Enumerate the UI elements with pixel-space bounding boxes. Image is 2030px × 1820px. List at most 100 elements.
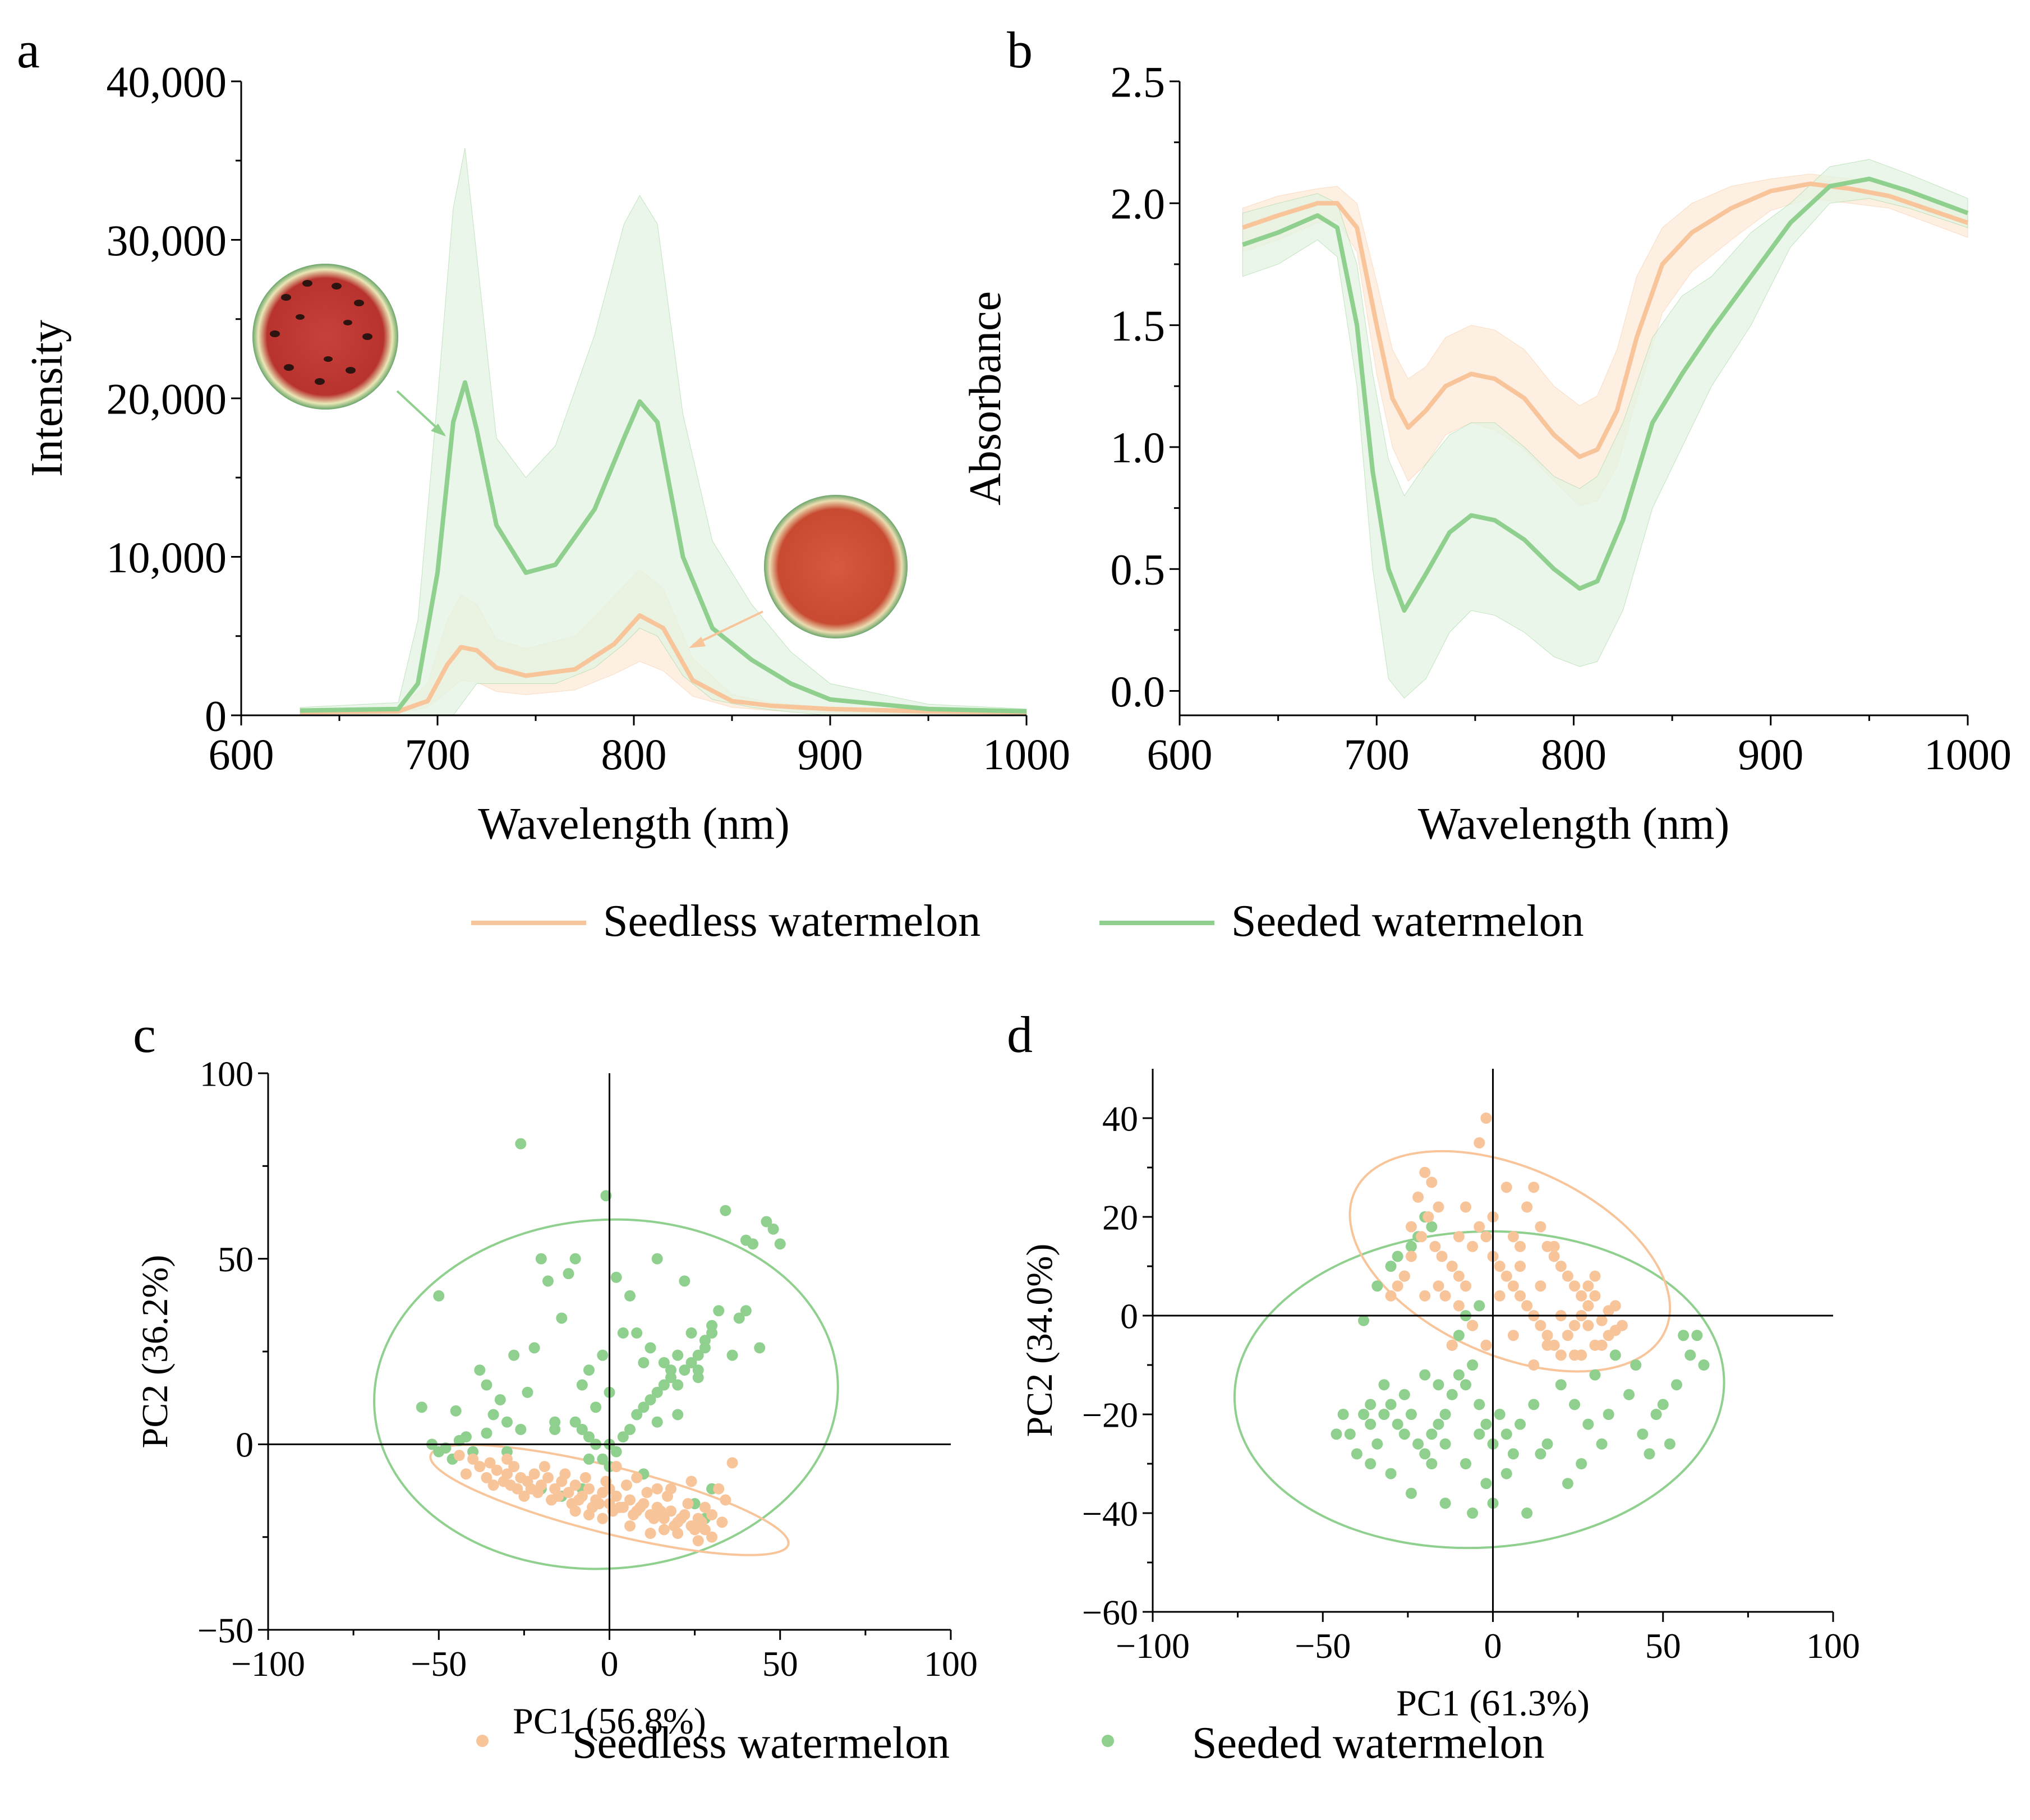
y-tick-label: 0 <box>1120 1296 1138 1336</box>
x-axis-title: Wavelength (nm) <box>478 799 790 849</box>
data-point-seedless <box>1515 1261 1526 1272</box>
data-point-seedless <box>1562 1270 1573 1282</box>
error-band-seeded <box>1242 159 1968 699</box>
data-point-seeded <box>1398 1389 1410 1400</box>
data-point-seeded <box>726 1349 738 1361</box>
data-point-seeded <box>522 1386 533 1398</box>
data-point-seeded <box>1623 1389 1635 1400</box>
data-point-seeded <box>645 1394 656 1405</box>
data-point-seedless <box>1515 1240 1526 1252</box>
data-point-seeded <box>1467 1508 1479 1519</box>
data-point-seeded <box>1385 1261 1397 1272</box>
data-point-seedless <box>655 1505 666 1517</box>
data-point-seedless <box>1494 1290 1506 1302</box>
x-tick-label: −50 <box>411 1644 467 1684</box>
data-point-seedless <box>1412 1191 1424 1203</box>
data-point-seeded <box>1535 1448 1546 1460</box>
data-point-seeded <box>1691 1330 1703 1341</box>
data-point-seedless <box>1535 1280 1546 1292</box>
data-point-seedless <box>1446 1261 1458 1272</box>
data-point-seeded <box>1439 1497 1451 1509</box>
x-axis-title: Wavelength (nm) <box>1418 799 1730 849</box>
data-point-seedless <box>675 1513 687 1524</box>
data-point-seeded <box>1541 1438 1553 1450</box>
data-point-seeded <box>1426 1458 1438 1469</box>
data-point-seedless <box>692 1535 704 1547</box>
y-tick-label: −60 <box>1082 1592 1138 1632</box>
y-axis-title: PC2 (34.0%) <box>1019 1244 1060 1437</box>
y-tick-label: 0 <box>236 1425 254 1465</box>
data-point-seedless <box>1507 1330 1519 1341</box>
data-point-seeded <box>433 1290 445 1302</box>
data-point-seeded <box>651 1386 663 1398</box>
b-axes: 600 700 800 900 1000 0.0 0.5 1.0 1.5 2.0 2.5 Wavele… <box>961 57 2011 849</box>
data-point-seedless <box>583 1509 595 1520</box>
x-tick-label: 0 <box>601 1644 619 1684</box>
data-point-seedless <box>1555 1349 1567 1361</box>
data-point-seedless <box>685 1476 697 1487</box>
data-point-seeded <box>672 1349 684 1361</box>
data-point-seedless <box>1507 1280 1519 1292</box>
data-point-seedless <box>1405 1251 1417 1262</box>
data-point-seedless <box>1500 1182 1512 1193</box>
data-point-seedless <box>641 1487 653 1499</box>
data-point-seeded <box>624 1290 636 1302</box>
a-sample-photos <box>252 264 908 648</box>
x-tick-label: 600 <box>209 730 274 779</box>
data-point-seedless <box>573 1494 584 1506</box>
data-point-seeded <box>767 1223 779 1235</box>
data-point-seeded <box>1426 1428 1438 1440</box>
data-point-seedless <box>658 1524 670 1536</box>
panel-a-spectrum-intensity: 600 700 800 900 1000 0 10,000 20,000 30,000 40,00… <box>22 57 1070 849</box>
x-axis-title: PC1 (61.3%) <box>1396 1683 1590 1724</box>
data-point-seeded <box>699 1335 711 1346</box>
y-axis-title: Absorbance <box>961 291 1010 505</box>
data-point-seeded <box>583 1364 595 1376</box>
data-point-seedless <box>1433 1201 1444 1213</box>
data-point-seedless <box>501 1453 513 1465</box>
y-tick-label: 20,000 <box>107 374 227 423</box>
data-point-seeded <box>1480 1478 1492 1490</box>
data-point-seeded <box>481 1379 492 1391</box>
data-point-seeded <box>1405 1409 1417 1420</box>
data-point-seedless <box>624 1494 636 1506</box>
seedless-arrowhead-icon <box>689 637 706 648</box>
data-point-seedless <box>1398 1270 1410 1282</box>
data-point-seeded <box>720 1205 731 1216</box>
data-point-seedless <box>525 1483 537 1495</box>
data-point-seeded <box>692 1372 704 1384</box>
data-point-seedless <box>1480 1113 1492 1124</box>
data-point-seedless <box>1541 1330 1553 1341</box>
data-point-seeded <box>1378 1379 1390 1391</box>
data-point-seedless <box>1460 1201 1471 1213</box>
data-point-seeded <box>1460 1458 1471 1469</box>
data-point-seedless <box>620 1479 632 1491</box>
y-tick-label: 20 <box>1102 1197 1138 1237</box>
data-point-seeded <box>631 1327 643 1339</box>
mean-line-seedless <box>1242 181 1969 459</box>
data-point-seeded <box>740 1305 752 1317</box>
data-point-seeded <box>645 1342 656 1354</box>
data-point-seeded <box>535 1253 547 1265</box>
data-point-seedless <box>505 1479 517 1491</box>
data-point-seedless <box>1474 1137 1485 1148</box>
data-point-seeded <box>1609 1349 1621 1361</box>
seeded-watermelon-photo <box>252 264 398 410</box>
panel-label-b: b <box>1007 21 1033 79</box>
data-point-seedless <box>1576 1290 1587 1302</box>
data-point-seeded <box>1521 1508 1533 1519</box>
data-point-seeded <box>590 1401 602 1413</box>
data-point-seeded <box>1412 1438 1424 1450</box>
data-point-seeded <box>685 1327 697 1339</box>
data-point-seedless <box>453 1450 465 1461</box>
data-point-seeded <box>1500 1468 1512 1479</box>
y-tick-label: 10,000 <box>107 533 227 582</box>
x-tick-label: 900 <box>798 730 863 779</box>
data-point-seeded <box>1684 1349 1696 1361</box>
legend-top-seeded-label: Seeded watermelon <box>1231 897 1584 946</box>
data-point-seeded <box>1378 1409 1390 1420</box>
legend-top-seedless-label: Seedless watermelon <box>603 897 981 946</box>
data-point-seeded <box>481 1427 492 1439</box>
data-point-seedless <box>559 1468 571 1480</box>
y-tick-label: −50 <box>197 1610 254 1650</box>
